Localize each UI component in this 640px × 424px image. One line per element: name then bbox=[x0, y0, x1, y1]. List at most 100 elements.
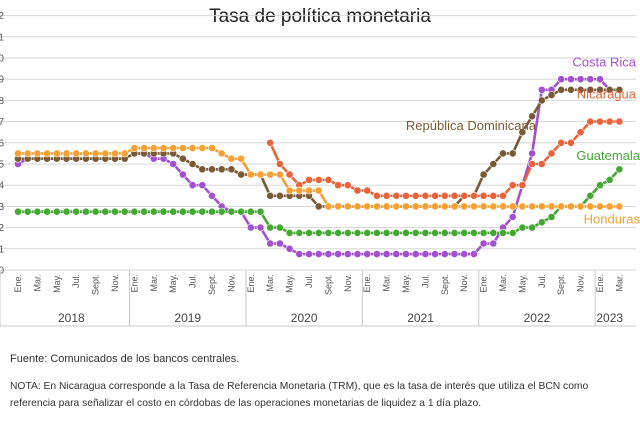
y-tick-label: 8 bbox=[0, 96, 4, 107]
x-tick-label: Jul. bbox=[188, 274, 198, 288]
x-tick-label: Jul. bbox=[537, 274, 547, 288]
data-point-costa-rica bbox=[198, 181, 207, 190]
data-point-costa-rica bbox=[324, 250, 333, 258]
data-point-nicaragua bbox=[479, 191, 488, 200]
data-point-costa-rica bbox=[343, 250, 352, 258]
data-point-honduras bbox=[450, 202, 459, 211]
data-point-honduras bbox=[479, 202, 488, 211]
data-point-nicaragua bbox=[567, 138, 575, 147]
data-point-guatemala bbox=[343, 228, 352, 237]
x-tick-label: Sept. bbox=[91, 274, 101, 295]
x-tick-label: Ene. bbox=[362, 274, 372, 293]
data-point-nicaragua bbox=[450, 191, 459, 200]
data-point-guatemala bbox=[111, 207, 119, 216]
x-tick-label: Mar. bbox=[382, 274, 392, 292]
data-point-nicaragua bbox=[372, 191, 381, 200]
data-point-republica-dominicana bbox=[557, 85, 566, 94]
data-point-honduras bbox=[382, 202, 391, 211]
data-point-republica-dominicana bbox=[499, 149, 507, 158]
data-point-honduras bbox=[111, 149, 119, 158]
x-axis: Ene. Mar. May. Jul. Sept. Nov. 2018 Ene. Mar. May… bbox=[0, 270, 636, 327]
data-point-costa-rica bbox=[557, 75, 566, 84]
data-point-honduras bbox=[596, 202, 604, 211]
data-point-honduras bbox=[334, 202, 342, 211]
x-tick-label: Nov. bbox=[576, 274, 586, 292]
data-point-honduras bbox=[52, 149, 61, 158]
data-point-republica-dominicana bbox=[508, 149, 517, 158]
data-point-guatemala bbox=[528, 223, 536, 232]
data-point-guatemala bbox=[217, 207, 226, 216]
data-point-nicaragua bbox=[499, 191, 507, 200]
data-point-honduras bbox=[528, 202, 536, 211]
data-point-nicaragua bbox=[596, 117, 604, 126]
data-point-nicaragua bbox=[305, 175, 313, 184]
x-tick-label: Mar. bbox=[614, 274, 624, 292]
x-tick-label: Sept. bbox=[207, 274, 217, 295]
data-point-honduras bbox=[266, 170, 275, 179]
data-point-guatemala bbox=[285, 228, 294, 237]
data-point-costa-rica bbox=[392, 250, 401, 258]
data-point-honduras bbox=[499, 202, 507, 211]
data-point-guatemala bbox=[237, 207, 245, 216]
source-note: Fuente: Comunicados de los bancos centra… bbox=[10, 353, 240, 365]
data-point-guatemala bbox=[140, 207, 148, 216]
data-point-republica-dominicana bbox=[266, 191, 275, 200]
data-point-honduras bbox=[305, 186, 313, 195]
data-point-republica-dominicana bbox=[518, 128, 527, 137]
data-point-costa-rica bbox=[460, 250, 469, 258]
data-point-guatemala bbox=[188, 207, 197, 216]
data-point-guatemala bbox=[479, 228, 488, 237]
data-point-costa-rica bbox=[440, 250, 449, 258]
x-tick-label: May. bbox=[168, 274, 178, 293]
data-point-honduras bbox=[343, 202, 352, 211]
data-point-costa-rica bbox=[256, 223, 265, 232]
data-point-honduras bbox=[402, 202, 410, 211]
year-label: 2019 bbox=[174, 311, 201, 325]
data-point-honduras bbox=[101, 149, 110, 158]
data-point-honduras bbox=[440, 202, 449, 211]
x-tick-label: Ene. bbox=[129, 274, 139, 293]
data-point-costa-rica bbox=[382, 250, 391, 258]
data-point-costa-rica bbox=[295, 250, 304, 258]
data-point-honduras bbox=[324, 202, 333, 211]
data-point-honduras bbox=[460, 202, 469, 211]
data-point-nicaragua bbox=[353, 186, 362, 195]
data-point-guatemala bbox=[402, 228, 410, 237]
data-point-costa-rica bbox=[246, 223, 255, 232]
data-point-nicaragua bbox=[421, 191, 430, 200]
data-point-honduras bbox=[372, 202, 381, 211]
data-point-honduras bbox=[275, 170, 284, 179]
data-point-honduras bbox=[14, 149, 22, 158]
y-tick-label: 0 bbox=[0, 266, 4, 277]
data-point-costa-rica bbox=[402, 250, 410, 258]
data-point-guatemala bbox=[23, 207, 32, 216]
data-point-republica-dominicana bbox=[489, 160, 498, 168]
data-point-costa-rica bbox=[576, 75, 585, 84]
data-point-guatemala bbox=[159, 207, 168, 216]
data-point-guatemala bbox=[489, 228, 498, 237]
data-point-honduras bbox=[353, 202, 362, 211]
data-point-honduras bbox=[140, 144, 148, 152]
data-point-honduras bbox=[431, 202, 439, 211]
data-point-honduras bbox=[120, 149, 129, 158]
data-point-honduras bbox=[295, 186, 304, 195]
data-point-nicaragua bbox=[334, 181, 342, 190]
data-point-costa-rica bbox=[275, 239, 284, 248]
data-point-honduras bbox=[392, 202, 401, 211]
x-tick-label: Ene. bbox=[595, 274, 605, 293]
x-tick-label: Sept. bbox=[440, 274, 450, 295]
data-point-guatemala bbox=[101, 207, 110, 216]
data-point-honduras bbox=[149, 144, 158, 152]
data-point-guatemala bbox=[266, 223, 275, 232]
x-tick-label: Ene. bbox=[13, 274, 23, 293]
data-point-guatemala bbox=[450, 228, 459, 237]
data-point-honduras bbox=[537, 202, 546, 211]
y-tick-label: 5 bbox=[0, 160, 4, 171]
year-label: 2021 bbox=[407, 311, 434, 325]
data-point-guatemala bbox=[372, 228, 381, 237]
data-point-costa-rica bbox=[450, 250, 459, 258]
data-point-honduras bbox=[198, 144, 207, 152]
data-point-republica-dominicana bbox=[596, 85, 604, 94]
x-tick-label: May. bbox=[401, 274, 411, 293]
data-point-guatemala bbox=[547, 213, 556, 221]
